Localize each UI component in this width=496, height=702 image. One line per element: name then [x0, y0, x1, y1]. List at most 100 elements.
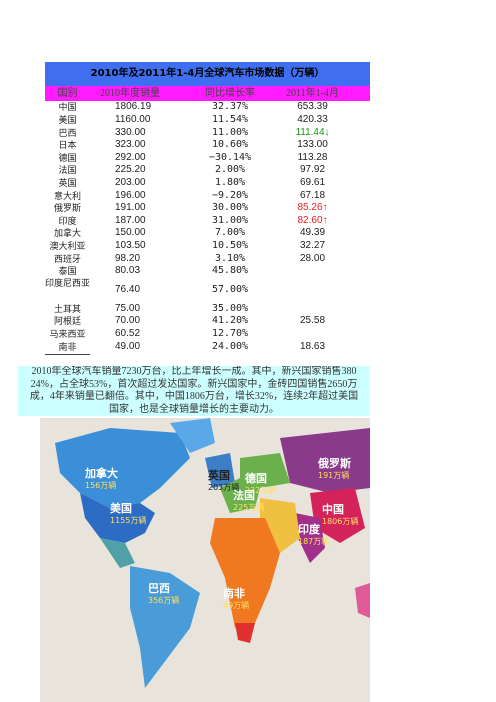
cell: 97.92 — [299, 164, 326, 176]
cell: 32.27 — [299, 239, 326, 251]
cell: 32.37% — [211, 101, 249, 113]
table-title: 2010年及2011年1-4月全球汽车市场数据（万辆） — [45, 62, 370, 86]
cell: 印度尼西亚 — [45, 278, 91, 289]
cell: 85.26↑ — [297, 202, 328, 214]
cell: 35.00% — [211, 302, 249, 314]
paragraph: 2010年全球汽车销量7230万台，比上年增长一成。其中，新兴国家销售380 24… — [18, 366, 370, 416]
central-america — [100, 538, 135, 568]
map-label-name: 俄罗斯 — [318, 457, 351, 470]
cell: 76.40 — [115, 283, 141, 295]
south-america — [130, 566, 200, 688]
cell: 澳大利亚 — [49, 240, 86, 251]
map-label-name: 印度 — [298, 523, 320, 536]
cell: 日本 — [58, 140, 77, 151]
map-label-value: 1806万辆 — [322, 517, 359, 526]
rule — [45, 354, 90, 355]
paragraph-line: 2010年全球汽车销量7230万台，比上年增长一成。其中，新兴国家销售380 — [31, 366, 357, 377]
cell: 南非 — [58, 341, 77, 352]
cell: 69.61 — [299, 176, 326, 188]
map-label-value: 191万辆 — [318, 471, 350, 480]
cell: 1160.00 — [115, 113, 151, 125]
header-row — [45, 86, 370, 101]
cell: 10.50% — [211, 239, 249, 251]
cell: 7.00% — [214, 227, 246, 239]
map-label-value: 203万辆 — [208, 483, 240, 492]
cell: 30.00% — [211, 202, 249, 214]
usa — [80, 493, 155, 543]
cell: 45.80% — [211, 265, 249, 277]
canada — [55, 428, 190, 508]
map-label-value: 232万辆 — [245, 486, 277, 495]
cell: 意大利 — [53, 190, 81, 201]
cell: 1806.19 — [115, 101, 152, 113]
map-label-name: 巴西 — [148, 582, 170, 595]
cell: 75.00 — [115, 302, 141, 314]
cell: 11.54% — [211, 113, 249, 125]
russia — [280, 428, 370, 493]
cell: 24.00% — [211, 340, 249, 352]
south-africa — [235, 623, 255, 643]
cell: 英国 — [58, 177, 77, 188]
cell: 2.00% — [214, 164, 246, 176]
cell: 41.20% — [211, 315, 249, 327]
cell: −9.20% — [211, 189, 249, 201]
cell: 103.50 — [115, 239, 146, 251]
cell: −30.14% — [208, 151, 252, 163]
germany — [240, 453, 290, 488]
cell: 美国 — [58, 114, 77, 125]
cell: 德国 — [58, 152, 77, 163]
cell: 203.00 — [115, 176, 146, 188]
cell: 57.00% — [211, 283, 249, 295]
map-label-name: 南非 — [223, 587, 245, 600]
map-label-value: 356万辆 — [148, 596, 180, 605]
map-label-value: 187万辆 — [298, 537, 330, 546]
cell: 82.60↑ — [297, 214, 328, 226]
cell: 法国 — [58, 165, 77, 176]
france — [220, 478, 260, 513]
africa — [210, 518, 280, 628]
cell: 292.00 — [115, 151, 146, 163]
map-label-value: 1155万辆 — [110, 516, 147, 525]
cell: 150.00 — [115, 227, 146, 239]
cell: 196.00 — [115, 189, 146, 201]
cell: 阿根廷 — [53, 316, 81, 327]
cell: 80.03 — [115, 265, 141, 277]
cell: 泰国 — [58, 266, 77, 277]
cell: 11.00% — [211, 126, 249, 138]
header-cell: 国别 — [57, 88, 78, 99]
map-label-value: 225万辆 — [233, 503, 265, 512]
cell: 113.28 — [297, 151, 328, 163]
cell: 133.00 — [297, 139, 328, 151]
cell: 1.80% — [214, 176, 246, 188]
cell: 323.00 — [115, 139, 146, 151]
cell: 49.39 — [299, 227, 326, 239]
cell: 225.20 — [115, 164, 146, 176]
cell: 18.63 — [299, 340, 326, 352]
map-label-name: 英国 — [208, 469, 230, 482]
map-label-name: 加拿大 — [85, 467, 118, 480]
cell: 土耳其 — [53, 303, 81, 314]
cell: 70.00 — [115, 315, 141, 327]
paragraph-line: 国家，也是全球销量增长的主要动力。 — [109, 403, 279, 415]
paragraph-line: 成，4年来销量已翻倍。其中，中国1806万台，增长32%，连续2年超过美国 — [29, 391, 359, 402]
cell: 巴西 — [58, 127, 77, 138]
cell: 49.00 — [115, 340, 141, 352]
cell: 俄罗斯 — [53, 203, 81, 214]
china — [310, 488, 365, 543]
cell: 98.20 — [115, 252, 141, 264]
cell: 12.70% — [211, 327, 249, 339]
cell: 西班牙 — [53, 253, 81, 264]
greenland — [170, 418, 215, 453]
cell: 420.33 — [297, 113, 328, 125]
map-label-name: 德国 — [245, 472, 267, 485]
cell: 3.10% — [214, 252, 246, 264]
uk — [205, 453, 235, 488]
cell: 28.00 — [299, 252, 326, 264]
map-label-name: 法国 — [233, 489, 255, 502]
cell: 653.39 — [297, 101, 328, 113]
australia — [355, 583, 370, 618]
cell: 中国 — [58, 102, 77, 113]
cell: 111.44↓ — [295, 126, 330, 138]
map-label-name: 中国 — [322, 503, 344, 516]
